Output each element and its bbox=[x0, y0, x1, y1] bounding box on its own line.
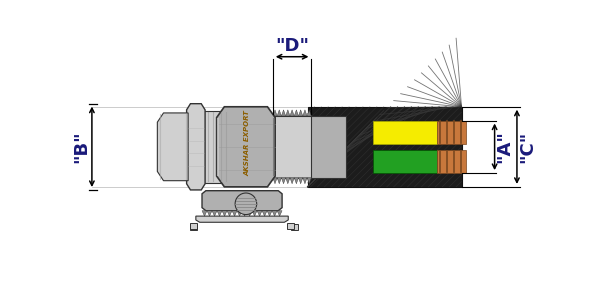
Polygon shape bbox=[190, 223, 197, 229]
Polygon shape bbox=[308, 107, 461, 187]
Polygon shape bbox=[437, 121, 466, 144]
Polygon shape bbox=[232, 211, 237, 216]
Polygon shape bbox=[196, 216, 288, 222]
Polygon shape bbox=[286, 178, 290, 184]
Polygon shape bbox=[207, 211, 212, 216]
Polygon shape bbox=[217, 211, 222, 216]
Polygon shape bbox=[212, 211, 217, 216]
Polygon shape bbox=[303, 178, 307, 184]
Text: "D": "D" bbox=[275, 37, 309, 55]
Polygon shape bbox=[290, 178, 294, 184]
Text: AKSHAR EXPORT: AKSHAR EXPORT bbox=[244, 110, 250, 176]
Polygon shape bbox=[286, 110, 290, 116]
Polygon shape bbox=[299, 110, 303, 116]
Polygon shape bbox=[267, 211, 272, 216]
Polygon shape bbox=[257, 211, 262, 216]
Polygon shape bbox=[237, 211, 242, 216]
Polygon shape bbox=[281, 178, 286, 184]
Text: "A": "A" bbox=[495, 130, 513, 163]
Circle shape bbox=[235, 193, 257, 214]
Polygon shape bbox=[373, 121, 437, 144]
Polygon shape bbox=[294, 110, 299, 116]
Polygon shape bbox=[277, 211, 282, 216]
Polygon shape bbox=[290, 110, 294, 116]
Polygon shape bbox=[203, 111, 230, 183]
Polygon shape bbox=[272, 211, 277, 216]
Polygon shape bbox=[308, 116, 346, 178]
Polygon shape bbox=[294, 178, 299, 184]
Polygon shape bbox=[437, 150, 466, 173]
Polygon shape bbox=[217, 107, 275, 187]
Polygon shape bbox=[202, 191, 282, 211]
Polygon shape bbox=[202, 211, 207, 216]
Polygon shape bbox=[281, 110, 286, 116]
Polygon shape bbox=[252, 211, 257, 216]
Polygon shape bbox=[277, 110, 281, 116]
Polygon shape bbox=[277, 178, 281, 184]
Polygon shape bbox=[157, 113, 188, 181]
Text: "B": "B" bbox=[72, 130, 90, 163]
Polygon shape bbox=[247, 211, 252, 216]
Polygon shape bbox=[307, 110, 311, 116]
Polygon shape bbox=[242, 211, 247, 216]
Polygon shape bbox=[222, 211, 227, 216]
Polygon shape bbox=[227, 211, 232, 216]
Polygon shape bbox=[307, 178, 311, 184]
Polygon shape bbox=[262, 211, 267, 216]
Polygon shape bbox=[273, 116, 311, 178]
Polygon shape bbox=[303, 110, 307, 116]
Polygon shape bbox=[290, 224, 298, 230]
Polygon shape bbox=[187, 104, 205, 190]
Polygon shape bbox=[373, 150, 437, 173]
Polygon shape bbox=[287, 223, 295, 229]
Polygon shape bbox=[299, 178, 303, 184]
Polygon shape bbox=[190, 224, 197, 230]
Polygon shape bbox=[273, 178, 277, 184]
Polygon shape bbox=[273, 110, 277, 116]
Text: "C": "C" bbox=[519, 131, 537, 163]
